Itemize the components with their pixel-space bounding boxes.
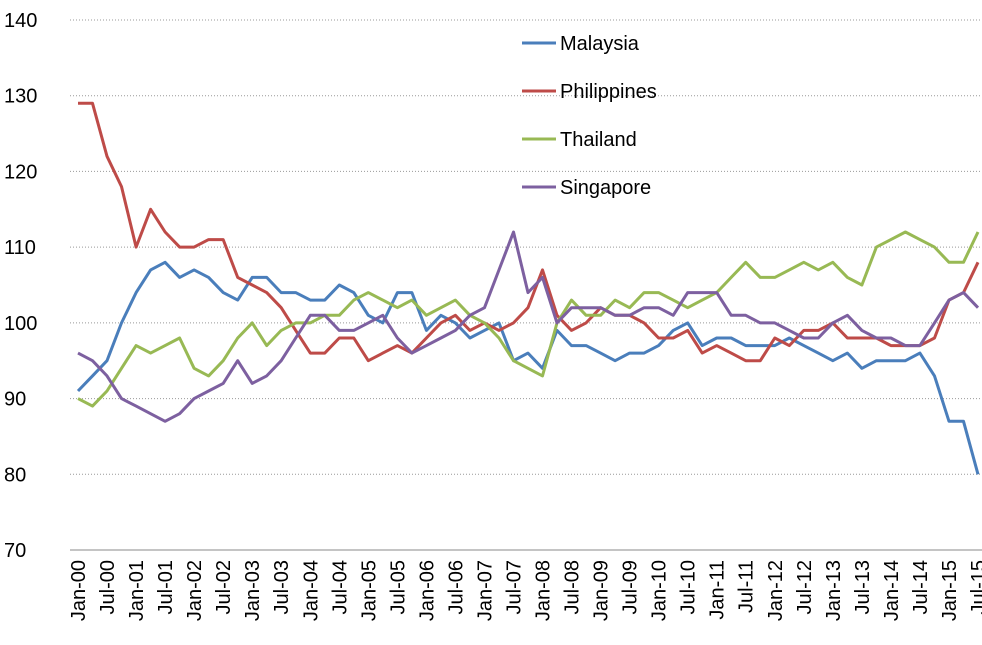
x-tick-label: Jan-01: [126, 560, 148, 621]
x-tick-label: Jul-11: [736, 560, 758, 613]
series-line: [77, 230, 980, 408]
x-tick-label: Jan-07: [474, 560, 496, 621]
x-tick-label: Jul-02: [213, 560, 235, 614]
x-tick-label: Jan-04: [300, 560, 322, 621]
x-tick-label: Jul-08: [562, 560, 584, 614]
series-line: [76, 260, 980, 475]
x-tick-label: Jul-09: [620, 560, 642, 614]
y-tick-label: 130: [4, 86, 37, 108]
x-tick-label: Jan-14: [881, 560, 903, 621]
y-tick-label: 140: [4, 10, 37, 32]
legend-label: Singapore: [560, 177, 651, 199]
x-tick-label: Jul-04: [329, 560, 351, 614]
x-tick-label: Jan-03: [242, 560, 264, 621]
legend-label: Thailand: [560, 129, 637, 151]
x-tick-label: Jan-13: [823, 560, 845, 621]
x-tick-label: Jul-03: [271, 560, 293, 614]
x-tick-label: Jan-10: [649, 560, 671, 621]
y-tick-label: 120: [4, 161, 37, 183]
x-tick-label: Jan-12: [765, 560, 787, 621]
x-tick-label: Jul-15: [968, 560, 982, 614]
x-tick-label: Jan-15: [939, 560, 961, 621]
y-tick-label: 80: [4, 464, 26, 486]
x-tick-label: Jan-00: [68, 560, 90, 621]
x-tick-label: Jan-08: [533, 560, 555, 621]
x-tick-label: Jan-06: [416, 560, 438, 621]
y-tick-label: 100: [4, 313, 37, 335]
x-tick-label: Jul-14: [910, 560, 932, 614]
x-tick-label: Jul-13: [852, 560, 874, 614]
x-tick-label: Jul-10: [678, 560, 700, 614]
legend-label: Philippines: [560, 81, 657, 103]
x-tick-label: Jan-09: [591, 560, 613, 621]
x-tick-label: Jul-12: [794, 560, 816, 614]
series-line: [77, 230, 980, 423]
x-tick-label: Jul-00: [97, 560, 119, 614]
x-tick-label: Jul-06: [445, 560, 467, 614]
x-tick-label: Jan-02: [184, 560, 206, 621]
x-tick-label: Jan-11: [707, 560, 729, 620]
x-tick-label: Jan-05: [358, 560, 380, 621]
y-tick-label: 70: [4, 540, 26, 562]
legend-label: Malaysia: [560, 33, 640, 55]
series-line: [78, 101, 980, 363]
x-tick-label: Jul-07: [503, 560, 525, 614]
y-tick-label: 90: [4, 389, 26, 411]
x-tick-label: Jul-05: [387, 560, 409, 614]
y-tick-label: 110: [4, 237, 36, 259]
x-tick-label: Jul-01: [155, 560, 177, 614]
